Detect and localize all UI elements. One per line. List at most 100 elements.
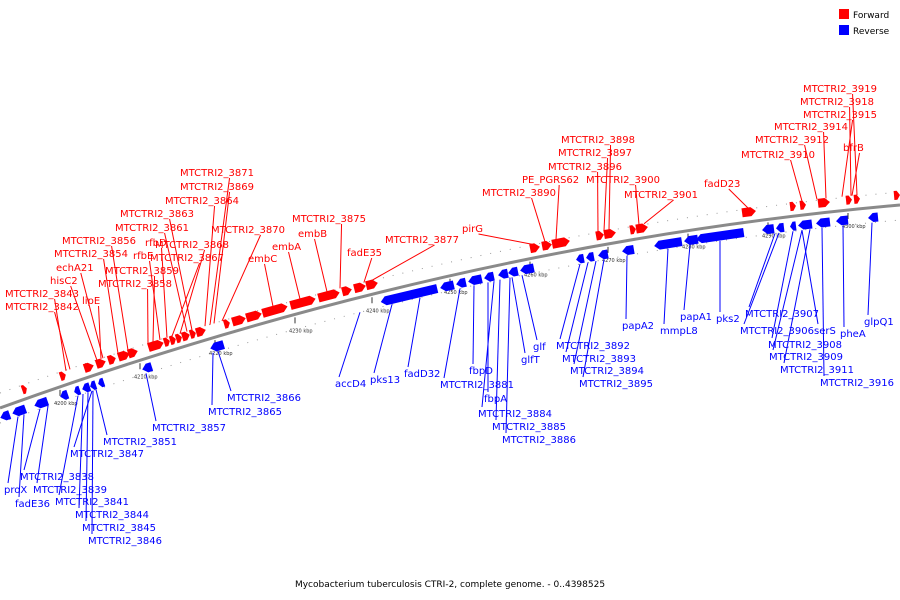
forward-leader-line — [161, 247, 168, 338]
reverse-gene-labels: MTCTRI2_3907MTCTRI2_3906MTCTRI2_3908MTCT… — [4, 222, 894, 547]
reverse-gene-arrow — [210, 340, 225, 352]
forward-gene-label: MTCTRI2_3910 — [741, 150, 815, 161]
forward-gene-label: MTCTRI2_3875 — [292, 214, 366, 225]
forward-leader-line — [179, 249, 206, 334]
forward-gene-arrow — [741, 207, 756, 218]
forward-leader-line — [728, 188, 749, 209]
scale-tick-label: 4250 kbp — [444, 290, 468, 296]
forward-leader-line — [164, 232, 188, 332]
reverse-gene-arrow — [598, 249, 609, 260]
reverse-gene-label: MTCTRI2_3893 — [562, 354, 636, 365]
forward-gene-arrow — [194, 327, 206, 338]
reverse-leader-line — [771, 231, 794, 339]
reverse-gene-label: MTCTRI2_3844 — [75, 510, 149, 521]
reverse-gene-label: MTCTRI2_3847 — [70, 449, 144, 460]
forward-leader-line — [209, 177, 231, 325]
reverse-gene-label: MTCTRI2_3916 — [820, 378, 894, 389]
reverse-gene-arrow — [456, 277, 467, 288]
reverse-leader-line — [91, 390, 94, 535]
reverse-leader-line — [481, 281, 495, 408]
forward-gene-arrow — [635, 223, 648, 234]
forward-gene-arrow — [603, 228, 616, 240]
reverse-leader-line — [559, 263, 581, 340]
reverse-gene-label: MTCTRI2_3886 — [502, 435, 576, 446]
forward-gene-label: MTCTRI2_3900 — [586, 175, 660, 186]
reverse-leader-line — [95, 389, 108, 436]
forward-gene-label: MTCTRI2_3870 — [211, 225, 285, 236]
reverse-gene-label: MTCTRI2_3892 — [556, 341, 630, 352]
forward-gene-arrow — [174, 333, 182, 344]
forward-gene-arrow — [817, 198, 830, 208]
reverse-gene-arrow — [0, 410, 12, 421]
forward-gene-arrow — [231, 315, 246, 327]
reverse-gene-label: MTCTRI2_3911 — [780, 365, 854, 376]
reverse-gene-label: MTCTRI2_3908 — [768, 340, 842, 351]
reverse-leader-line — [801, 230, 819, 325]
forward-leader-line — [204, 205, 216, 327]
reverse-gene-label: MTCTRI2_3839 — [33, 485, 107, 496]
reverse-leader-line — [23, 408, 41, 471]
reverse-leader-line — [472, 285, 475, 365]
reverse-leader-line — [511, 277, 526, 354]
forward-gene-arrow — [595, 230, 604, 241]
reverse-gene-label: proX — [4, 485, 27, 496]
forward-leader-line — [635, 184, 640, 225]
reverse-gene-label: MTCTRI2_3865 — [208, 407, 282, 418]
forward-gene-label: MTCTRI2_3912 — [755, 135, 829, 146]
reverse-gene-arrow — [508, 266, 519, 277]
reverse-leader-line — [58, 395, 79, 496]
forward-gene-label: MTCTRI2_3858 — [98, 279, 172, 290]
forward-leader-line — [852, 93, 858, 196]
reverse-gene-arrow — [586, 252, 595, 262]
forward-gene-label: MTCTRI2_3919 — [803, 84, 877, 95]
forward-gene-label: MTCTRI2_3864 — [165, 196, 239, 207]
reverse-leader-line — [772, 230, 803, 351]
reverse-gene-label: glfT — [521, 355, 541, 366]
reverse-gene-arrow — [836, 215, 849, 226]
forward-leader-line — [841, 119, 854, 197]
reverse-leader-line — [582, 259, 605, 378]
reverse-gene-label: MTCTRI2_3884 — [478, 409, 552, 420]
reverse-gene-arrow — [90, 380, 98, 390]
reverse-gene-arrow — [816, 217, 831, 228]
reverse-leader-line — [211, 352, 214, 406]
forward-gene-arrow — [20, 384, 27, 395]
reverse-gene-label: MTCTRI2_3866 — [227, 393, 301, 404]
forward-leader-line — [169, 218, 193, 331]
forward-leader-line — [111, 245, 129, 351]
reverse-gene-arrow — [34, 396, 50, 409]
reverse-gene-arrow — [484, 271, 495, 282]
forward-gene-label: rfbD — [145, 238, 167, 249]
legend-reverse-swatch — [839, 25, 849, 35]
reverse-leader-line — [18, 414, 25, 498]
reverse-gene-label: fbpD — [469, 366, 493, 377]
forward-gene-arrow — [365, 279, 378, 291]
forward-leader-line — [478, 233, 533, 245]
reverse-gene-label: MTCTRI2_3857 — [152, 423, 226, 434]
forward-gene-label: embC — [248, 254, 277, 265]
forward-gene-label: MTCTRI2_3861 — [115, 223, 189, 234]
reverse-gene-label: pks2 — [716, 314, 740, 325]
scale-tick-label: 4230 kbp — [289, 328, 313, 334]
forward-gene-label: embA — [272, 242, 301, 253]
forward-gene-label: MTCTRI2_3856 — [62, 236, 136, 247]
forward-gene-label: MTCTRI2_3898 — [561, 135, 635, 146]
forward-gene-label: MTCTRI2_3869 — [180, 182, 254, 193]
reverse-leader-line — [683, 245, 691, 311]
reverse-gene-arrow — [696, 228, 745, 244]
forward-leader-line — [149, 260, 161, 340]
reverse-gene-arrow — [622, 244, 635, 256]
forward-gene-arrow — [116, 350, 130, 362]
reverse-gene-arrow — [440, 280, 455, 292]
forward-gene-label: hisC2 — [50, 276, 78, 287]
reverse-leader-line — [505, 277, 511, 434]
forward-gene-arrow — [789, 201, 796, 212]
forward-gene-labels: MTCTRI2_3919MTCTRI2_3918MTCTRI2_3915MTCT… — [5, 84, 877, 371]
forward-gene-arrow — [106, 355, 116, 365]
genome-backbone — [0, 203, 900, 410]
forward-gene-label: MTCTRI2_3915 — [803, 110, 877, 121]
forward-gene-label: MTCTRI2_3914 — [774, 122, 848, 133]
reverse-gene-arrow — [380, 284, 439, 306]
reverse-leader-line — [867, 222, 873, 316]
